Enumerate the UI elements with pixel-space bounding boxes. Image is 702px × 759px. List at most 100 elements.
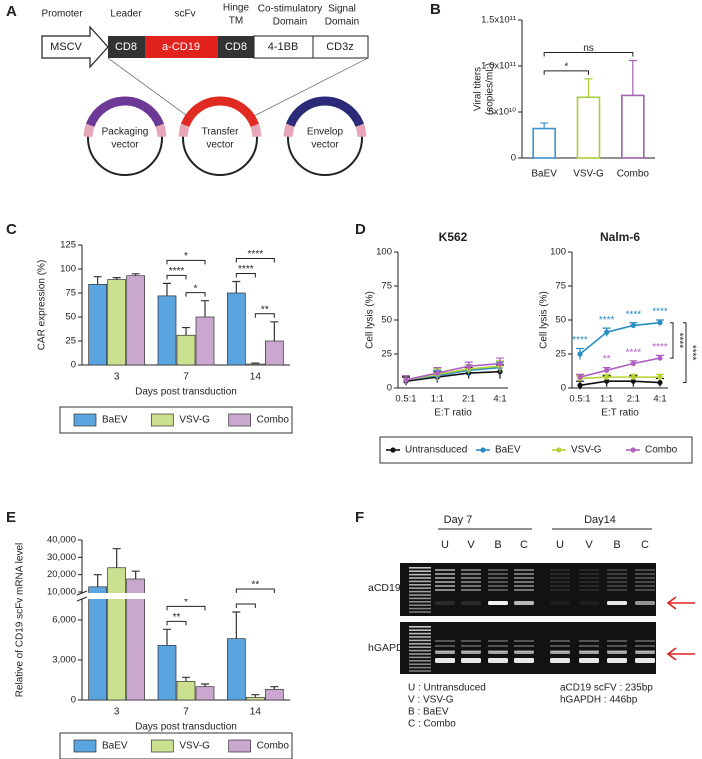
gel-band [514, 651, 534, 654]
sig-label: * [194, 283, 198, 294]
x-tick-label: 1:1 [600, 394, 613, 405]
gel-smear [607, 585, 627, 587]
ladder-band [409, 653, 431, 655]
legend-swatch [150, 413, 174, 427]
legend-label: BaEV [102, 741, 128, 752]
marker [577, 351, 583, 357]
x-tick-label: 2:1 [627, 394, 640, 405]
gel-smear [488, 645, 508, 647]
line [579, 321, 661, 355]
promoter-arrow [41, 25, 109, 69]
chart-title: K562 [439, 230, 468, 244]
header-label: Leader [110, 9, 142, 20]
sig-label: ** [251, 580, 259, 591]
gel-band [461, 601, 481, 605]
bar [107, 279, 127, 366]
marker [604, 378, 610, 384]
vector-label: Transfer [202, 127, 240, 138]
legend-marker [480, 447, 486, 453]
gel-smear [514, 589, 534, 591]
gel-band [579, 651, 599, 654]
gel-smear [579, 645, 599, 647]
header-label: Signal [328, 4, 356, 15]
error-bar [251, 694, 260, 698]
legend-marker [390, 447, 396, 453]
gel-band [635, 658, 655, 663]
error-bar [232, 611, 241, 639]
gel-smear [579, 585, 599, 587]
ladder-band [409, 567, 431, 569]
legend-label: BaEV [102, 415, 128, 426]
legend-swatch [150, 739, 174, 753]
gel-smear [550, 569, 570, 571]
gel-band [607, 651, 627, 654]
gel-smear [461, 569, 481, 571]
y-tick-label: 25 [555, 349, 566, 360]
ladder-band [409, 590, 431, 593]
gel-smear [435, 569, 455, 571]
x-tick-label: 4:1 [493, 394, 506, 405]
gel-smear [635, 577, 655, 579]
plasmid-arc [155, 123, 167, 138]
marker [403, 377, 409, 383]
lane-label: U [556, 539, 564, 551]
ladder-band [409, 604, 431, 606]
error-bar [628, 59, 637, 96]
gel-smear [579, 640, 599, 642]
gel-smear [514, 581, 534, 583]
y-tick-label: 10,000 [47, 587, 76, 598]
gel-smear [635, 645, 655, 647]
error-bar [131, 570, 140, 579]
bar [245, 696, 265, 701]
gel-band [635, 601, 655, 605]
gel-smear [514, 569, 534, 571]
gel-smear [435, 581, 455, 583]
y-tick-label: 100 [60, 264, 76, 275]
gel-smear [635, 573, 655, 575]
marker [577, 382, 583, 388]
ladder-band [409, 670, 431, 672]
plasmid-arc [181, 96, 259, 128]
gel-band [488, 601, 508, 605]
sig-bracket [185, 292, 206, 297]
gel-band [550, 601, 570, 605]
sig-label: **** [626, 347, 642, 358]
lane-label: C [641, 539, 649, 551]
gel-band [435, 601, 455, 605]
x-tick-label: 7 [183, 707, 189, 718]
ladder-band [409, 656, 431, 659]
gel-band [488, 651, 508, 654]
gel-smear [607, 589, 627, 591]
x-tick-label: 14 [250, 372, 262, 383]
gel-smear [435, 573, 455, 575]
sig-bracket [166, 605, 206, 611]
gel-smear [514, 640, 534, 642]
lane-label: V [467, 539, 475, 551]
plasmid-arc [86, 96, 164, 128]
y-tick-label: 75 [381, 281, 392, 292]
ladder-band [409, 636, 431, 638]
y-tick-label: 0 [561, 383, 566, 394]
gel-smear [550, 577, 570, 579]
gel-smear [607, 569, 627, 571]
gel-smear [514, 573, 534, 575]
sig-label: * [184, 251, 188, 262]
marker [657, 374, 663, 380]
legend-label: Combo [645, 445, 678, 456]
x-tick-label: 0.5:1 [395, 394, 416, 405]
gel-smear [461, 573, 481, 575]
line [579, 380, 661, 387]
gel-band [635, 651, 655, 654]
panel-label: A [6, 3, 17, 20]
vector-label: Packaging [102, 127, 149, 138]
legend-swatch [73, 739, 97, 753]
ladder-band [409, 597, 431, 600]
sig-bracket [670, 322, 674, 359]
gel-smear [635, 581, 655, 583]
bar [157, 644, 177, 701]
gel-band [461, 658, 481, 663]
gel-smear [550, 640, 570, 642]
line [405, 370, 501, 382]
gel-band [435, 651, 455, 654]
